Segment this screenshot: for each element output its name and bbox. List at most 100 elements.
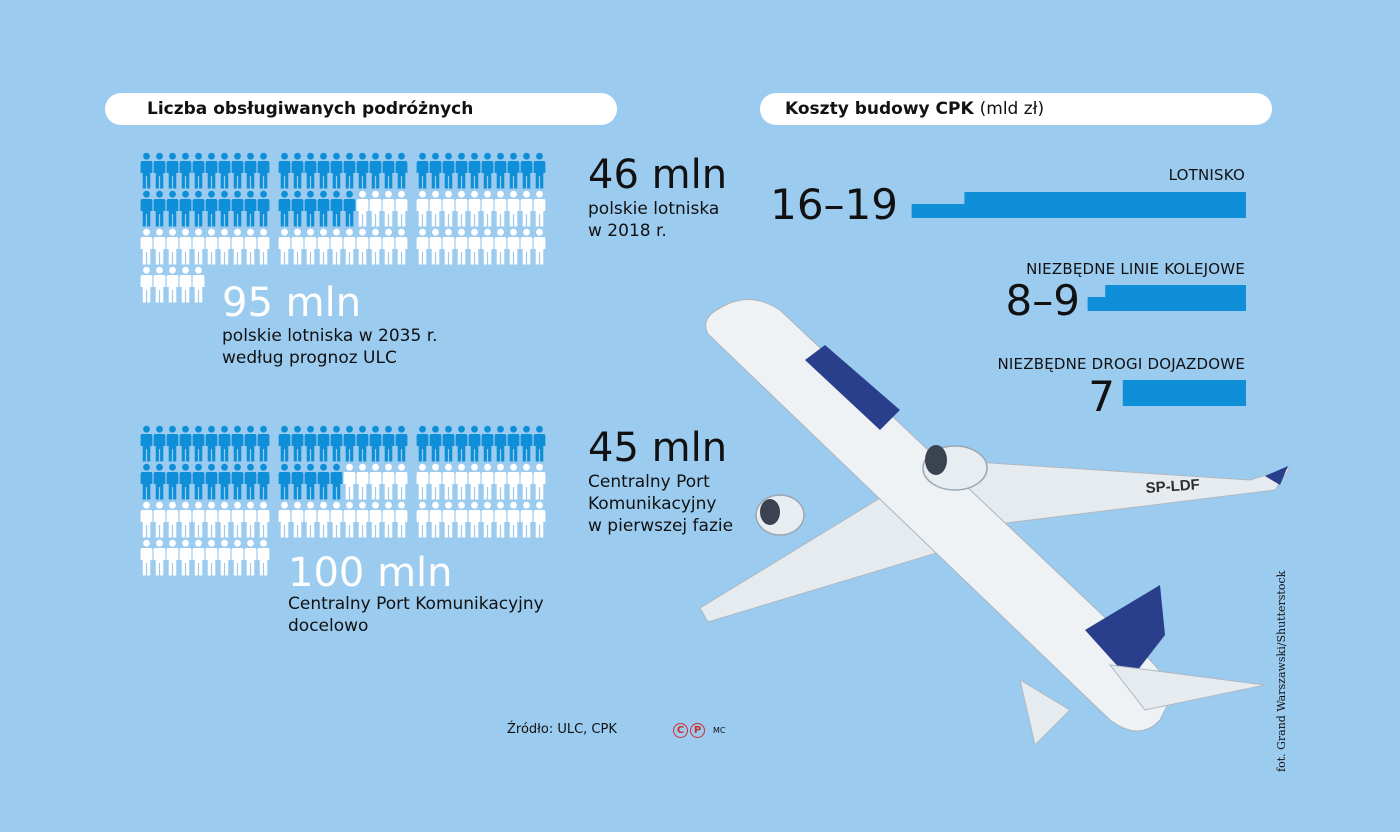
pictogram-row — [140, 228, 546, 266]
plane-tail-fin — [1085, 585, 1165, 680]
person-icon-empty — [481, 501, 494, 539]
person-icon-empty — [166, 266, 179, 304]
person-icon-empty — [140, 266, 153, 304]
pictogram-group — [416, 190, 546, 228]
plane-registration: SP-LDF — [1145, 476, 1200, 497]
cost-label-drogi: NIEZBĘDNE DROGI DOJAZDOWE — [997, 355, 1245, 373]
person-icon-empty — [468, 228, 481, 266]
pictogram-group — [140, 425, 270, 463]
person-icon-empty — [343, 463, 356, 501]
person-icon-filled — [205, 463, 218, 501]
person-icon-empty — [153, 501, 166, 539]
person-icon-filled — [442, 152, 455, 190]
person-icon-empty — [442, 501, 455, 539]
person-icon-empty — [330, 501, 343, 539]
person-icon-filled — [218, 425, 231, 463]
person-icon-empty — [395, 501, 408, 539]
person-icon-empty — [429, 228, 442, 266]
person-icon-empty — [494, 501, 507, 539]
person-icon-filled — [291, 425, 304, 463]
person-icon-empty — [416, 501, 429, 539]
person-icon-empty — [520, 463, 533, 501]
person-icon-filled — [317, 190, 330, 228]
person-icon-empty — [481, 228, 494, 266]
person-icon-empty — [317, 501, 330, 539]
person-icon-filled — [481, 425, 494, 463]
person-icon-empty — [507, 190, 520, 228]
person-icon-filled — [205, 425, 218, 463]
person-icon-empty — [153, 266, 166, 304]
pictogram-group — [416, 463, 546, 501]
person-icon-filled — [278, 190, 291, 228]
person-icon-empty — [455, 463, 468, 501]
pictogram-group — [416, 228, 546, 266]
travelers-desc-2018: polskie lotniska w 2018 r. — [588, 198, 719, 242]
person-icon-empty — [192, 501, 205, 539]
pictogram-group — [140, 463, 270, 501]
person-icon-empty — [257, 501, 270, 539]
person-icon-empty — [416, 463, 429, 501]
person-icon-empty — [205, 501, 218, 539]
person-icon-filled — [468, 425, 481, 463]
person-icon-empty — [140, 501, 153, 539]
aircraft-photo: SP-LDF — [699, 299, 1290, 746]
person-icon-empty — [442, 190, 455, 228]
person-icon-filled — [330, 463, 343, 501]
travelers-total-desc-cpk: Centralny Port Komunikacyjny docelowo — [288, 593, 544, 637]
person-icon-filled — [507, 152, 520, 190]
person-icon-empty — [416, 190, 429, 228]
left-section-header: Liczba obsługiwanych podróżnych — [105, 93, 617, 125]
person-icon-empty — [429, 190, 442, 228]
person-icon-filled — [291, 463, 304, 501]
person-icon-filled — [455, 152, 468, 190]
pictogram-group — [278, 228, 408, 266]
cost-label-lotnisko: LOTNISKO — [1168, 166, 1245, 184]
person-icon-filled — [317, 425, 330, 463]
pictogram-group — [140, 228, 270, 266]
person-icon-filled — [166, 463, 179, 501]
cp-logo-p: P — [690, 723, 705, 738]
cost-label-kolej: NIEZBĘDNE LINIE KOLEJOWE — [1026, 260, 1245, 278]
person-icon-empty — [257, 228, 270, 266]
person-icon-filled — [533, 425, 546, 463]
person-icon-empty — [166, 228, 179, 266]
person-icon-empty — [291, 228, 304, 266]
person-icon-empty — [382, 228, 395, 266]
person-icon-filled — [304, 463, 317, 501]
cost-value-kolej: 8–9 — [1005, 276, 1080, 325]
person-icon-empty — [356, 463, 369, 501]
person-icon-filled — [244, 425, 257, 463]
person-icon-empty — [205, 228, 218, 266]
cp-logo-c: C — [673, 723, 688, 738]
desc-line: docelowo — [288, 616, 369, 636]
person-icon-empty — [494, 228, 507, 266]
pictogram-group — [140, 501, 270, 539]
person-icon-filled — [330, 425, 343, 463]
desc-line: w pierwszej fazie — [588, 516, 734, 536]
person-icon-empty — [166, 501, 179, 539]
person-icon-filled — [468, 152, 481, 190]
person-icon-filled — [304, 190, 317, 228]
person-icon-empty — [218, 228, 231, 266]
cost-bar-2 — [1105, 285, 1246, 311]
desc-line: polskie lotniska w 2035 r. — [222, 326, 438, 346]
pictogram-row — [140, 463, 546, 501]
person-icon-empty — [192, 266, 205, 304]
person-icon-filled — [507, 425, 520, 463]
person-icon-empty — [231, 501, 244, 539]
person-icon-empty — [369, 190, 382, 228]
pictogram-group — [278, 463, 408, 501]
person-icon-filled — [231, 190, 244, 228]
person-icon-filled — [442, 425, 455, 463]
person-icon-filled — [140, 152, 153, 190]
person-icon-filled — [494, 425, 507, 463]
person-icon-filled — [218, 190, 231, 228]
person-icon-empty — [179, 266, 192, 304]
cp-logo-suffix: MC — [713, 726, 726, 735]
person-icon-filled — [455, 425, 468, 463]
person-icon-filled — [317, 463, 330, 501]
person-icon-filled — [369, 425, 382, 463]
left-section-title: Liczba obsługiwanych podróżnych — [147, 99, 474, 119]
person-icon-empty — [481, 463, 494, 501]
person-icon-empty — [382, 463, 395, 501]
